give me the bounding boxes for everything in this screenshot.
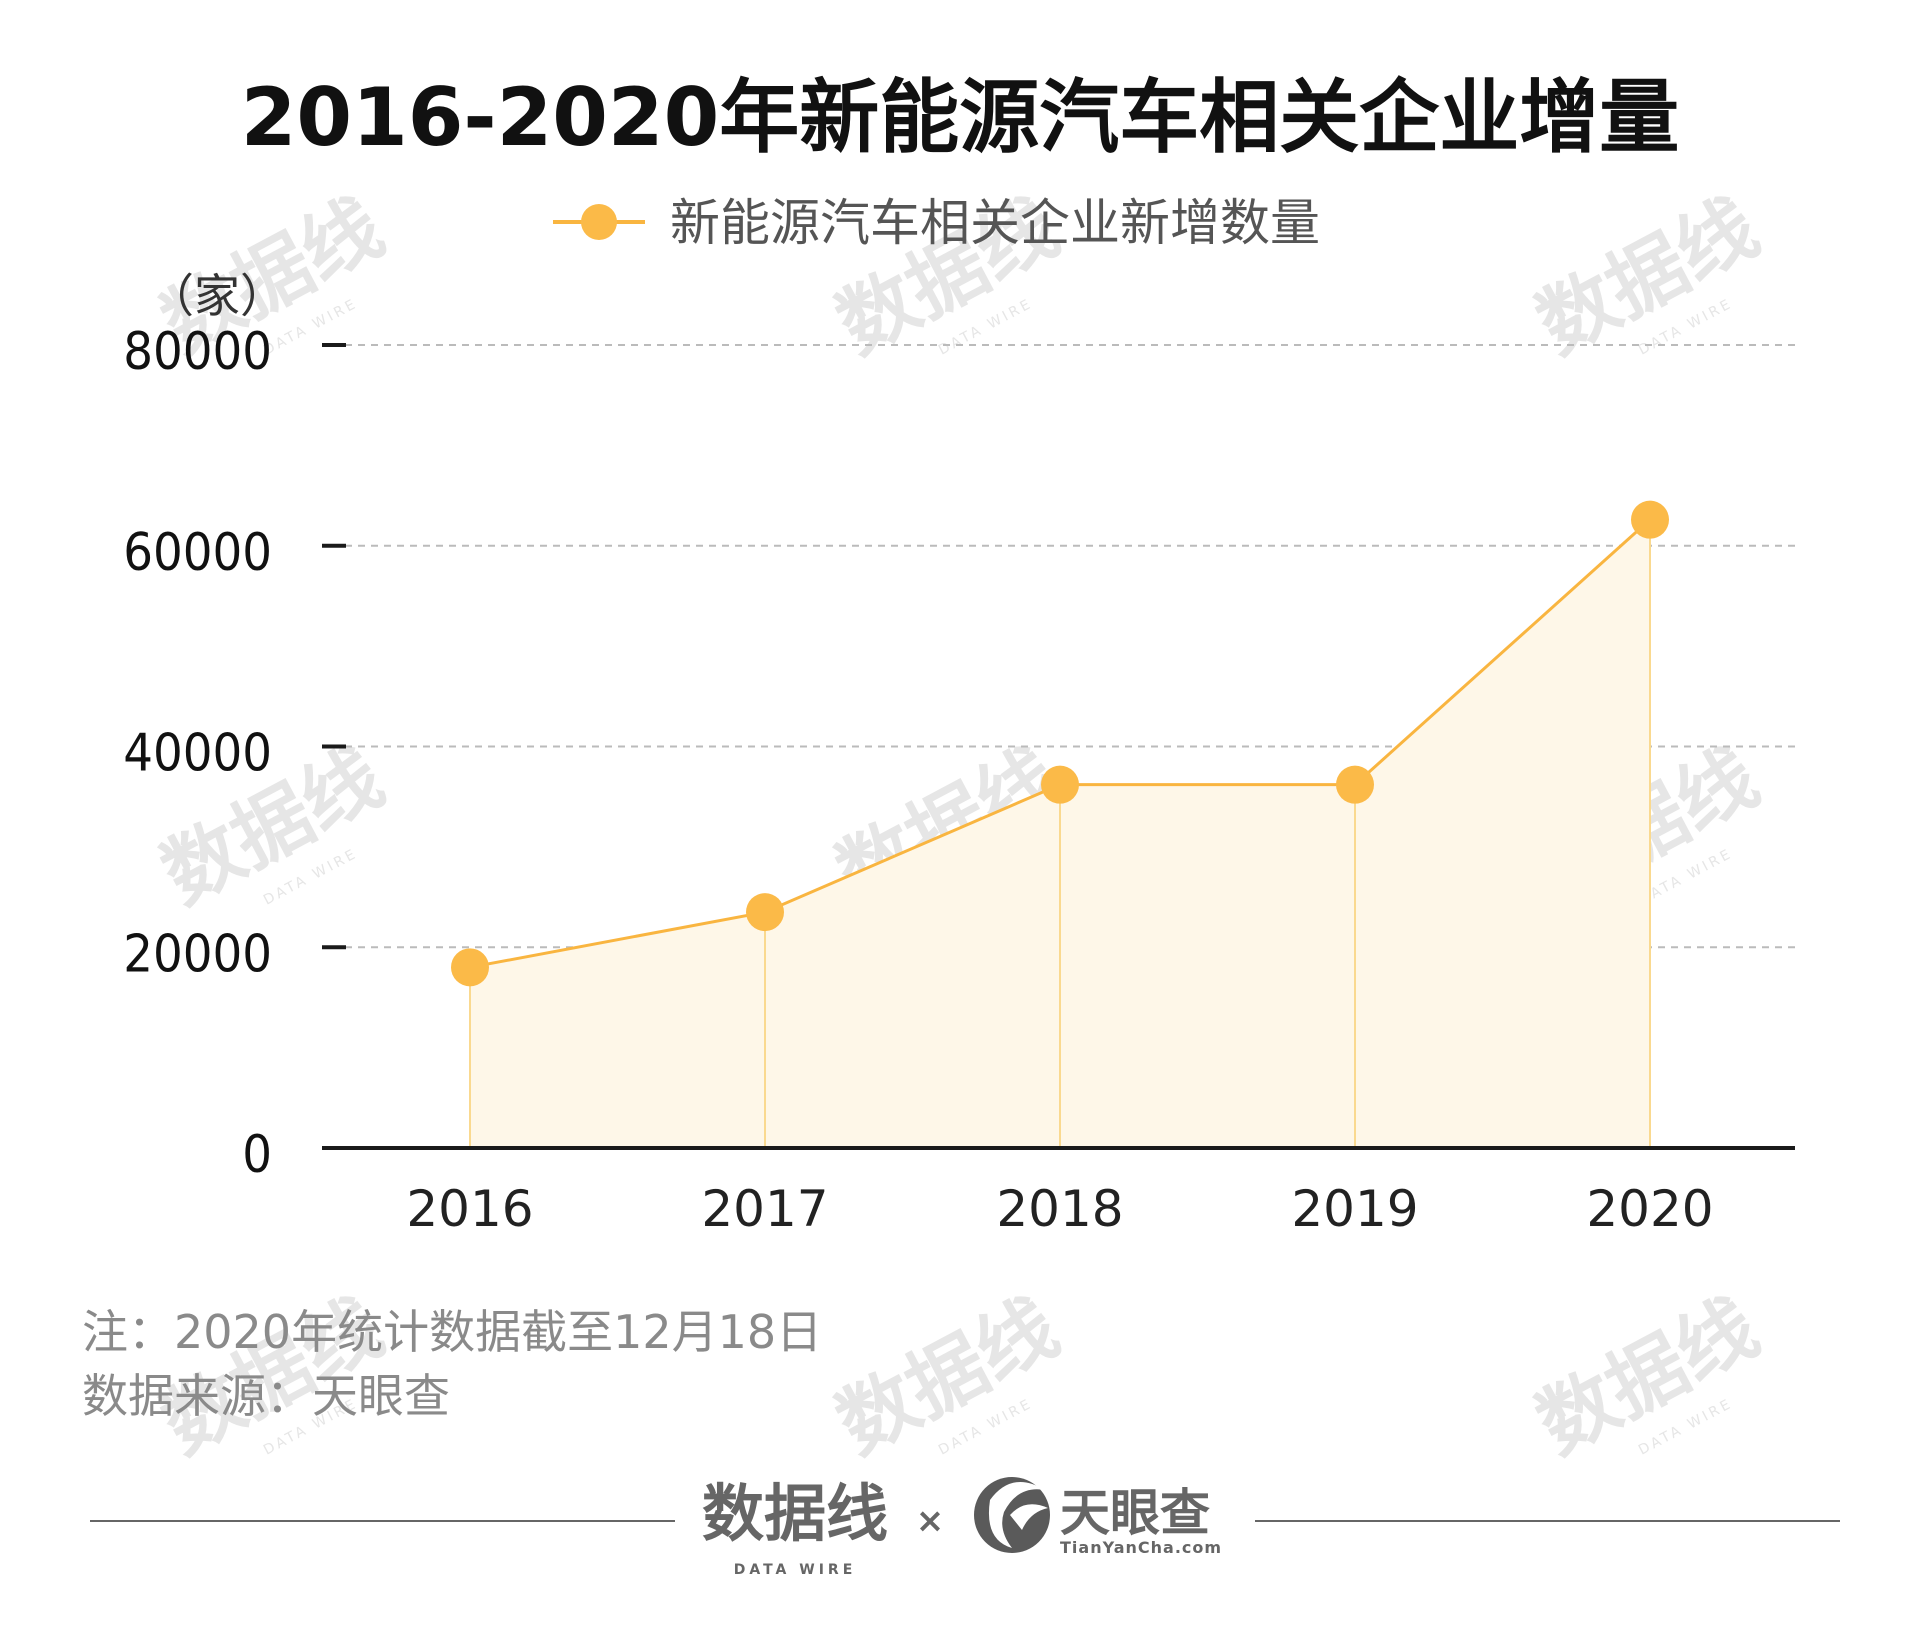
x-tick-label: 2019 [1291, 1180, 1418, 1238]
chart-title: 2016-2020年新能源汽车相关企业增量 [241, 71, 1680, 164]
legend-label: 新能源汽车相关企业新增数量 [670, 194, 1320, 252]
x-tick-label: 2017 [701, 1180, 828, 1238]
tianyancha-logo-sub: TianYanCha.com [1060, 1538, 1222, 1557]
data-point[interactable] [1336, 765, 1374, 804]
note-source: 数据来源：天眼查 [82, 1369, 450, 1423]
y-tick-label: 60000 [123, 523, 272, 583]
tianyancha-logo: 天眼查 TianYanCha.com [974, 1477, 1222, 1557]
tianyancha-logo-text: 天眼查 [1060, 1484, 1210, 1542]
tianyancha-mark-icon [974, 1477, 1050, 1553]
footer: 数据线 DATA WIRE × 天眼查 TianYanCha.com [90, 1477, 1840, 1578]
legend-marker [581, 204, 617, 240]
datawire-logo-text: 数据线 [702, 1477, 888, 1550]
y-tick-label: 0 [242, 1125, 272, 1185]
y-tick-label: 20000 [123, 924, 272, 984]
data-point[interactable] [451, 948, 489, 987]
plot-area [451, 500, 1669, 1148]
x-tick-label: 2020 [1586, 1180, 1713, 1238]
y-tick-label: 40000 [123, 724, 272, 784]
x-tick-label: 2016 [406, 1180, 533, 1238]
y-axis-unit: （家） [148, 269, 286, 323]
data-point[interactable] [1631, 500, 1669, 539]
footer-separator: × [916, 1501, 945, 1541]
note-cutoff: 注：2020年统计数据截至12月18日 [82, 1305, 822, 1359]
data-point[interactable] [1041, 765, 1079, 804]
datawire-logo: 数据线 DATA WIRE [702, 1477, 888, 1578]
legend[interactable]: 新能源汽车相关企业新增数量 [553, 194, 1320, 252]
datawire-logo-sub: DATA WIRE [734, 1562, 857, 1578]
x-axis: 2016 2017 2018 2019 2020 [322, 1146, 1795, 1238]
x-tick-label: 2018 [996, 1180, 1123, 1238]
y-tick-label: 80000 [123, 322, 272, 382]
data-point[interactable] [746, 893, 784, 932]
y-axis: 0 20000 40000 60000 80000 [123, 322, 346, 1185]
